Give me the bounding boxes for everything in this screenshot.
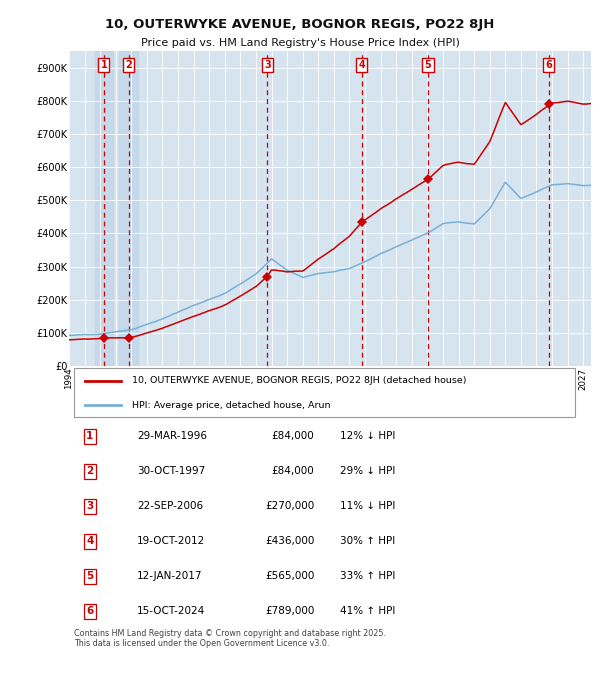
Text: Price paid vs. HM Land Registry's House Price Index (HPI): Price paid vs. HM Land Registry's House … xyxy=(140,38,460,48)
Text: 5: 5 xyxy=(425,61,431,70)
Text: 10, OUTERWYKE AVENUE, BOGNOR REGIS, PO22 8JH: 10, OUTERWYKE AVENUE, BOGNOR REGIS, PO22… xyxy=(106,18,494,31)
Text: 3: 3 xyxy=(264,61,271,70)
Text: £789,000: £789,000 xyxy=(265,607,314,616)
FancyBboxPatch shape xyxy=(74,369,575,417)
Text: 11% ↓ HPI: 11% ↓ HPI xyxy=(340,501,396,511)
Text: 2: 2 xyxy=(125,61,132,70)
Text: 10, OUTERWYKE AVENUE, BOGNOR REGIS, PO22 8JH (detached house): 10, OUTERWYKE AVENUE, BOGNOR REGIS, PO22… xyxy=(131,377,466,386)
Text: 29% ↓ HPI: 29% ↓ HPI xyxy=(340,466,396,476)
Text: 12% ↓ HPI: 12% ↓ HPI xyxy=(340,431,396,441)
Bar xyxy=(95,51,113,367)
Text: 19-OCT-2012: 19-OCT-2012 xyxy=(137,537,205,546)
Text: £84,000: £84,000 xyxy=(272,431,314,441)
Text: 33% ↑ HPI: 33% ↑ HPI xyxy=(340,571,396,581)
Text: 6: 6 xyxy=(86,607,94,616)
Text: 30% ↑ HPI: 30% ↑ HPI xyxy=(340,537,395,546)
Text: 15-OCT-2024: 15-OCT-2024 xyxy=(137,607,205,616)
Text: 6: 6 xyxy=(545,61,552,70)
Text: £436,000: £436,000 xyxy=(265,537,314,546)
Text: £565,000: £565,000 xyxy=(265,571,314,581)
Text: £270,000: £270,000 xyxy=(265,501,314,511)
Bar xyxy=(119,51,138,367)
Text: 41% ↑ HPI: 41% ↑ HPI xyxy=(340,607,396,616)
Text: 3: 3 xyxy=(86,501,94,511)
Text: 12-JAN-2017: 12-JAN-2017 xyxy=(137,571,202,581)
Text: £84,000: £84,000 xyxy=(272,466,314,476)
Text: HPI: Average price, detached house, Arun: HPI: Average price, detached house, Arun xyxy=(131,401,330,409)
Text: 4: 4 xyxy=(86,537,94,546)
Text: 30-OCT-1997: 30-OCT-1997 xyxy=(137,466,205,476)
Text: 4: 4 xyxy=(359,61,365,70)
Text: 29-MAR-1996: 29-MAR-1996 xyxy=(137,431,207,441)
Text: 1: 1 xyxy=(101,61,107,70)
Text: 5: 5 xyxy=(86,571,94,581)
Text: 2: 2 xyxy=(86,466,94,476)
Text: 1: 1 xyxy=(86,431,94,441)
Text: Contains HM Land Registry data © Crown copyright and database right 2025.
This d: Contains HM Land Registry data © Crown c… xyxy=(74,629,386,648)
Text: 22-SEP-2006: 22-SEP-2006 xyxy=(137,501,203,511)
